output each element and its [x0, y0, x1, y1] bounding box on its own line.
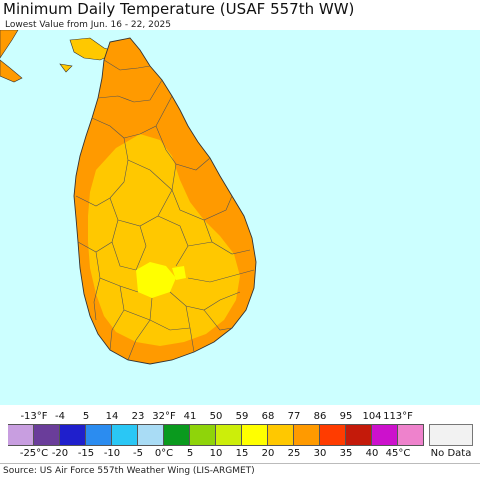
- legend-swatch: [346, 425, 372, 445]
- india-coast-2: [0, 59, 23, 83]
- fahrenheit-tick-label: -13°F: [20, 411, 48, 422]
- map-title: Minimum Daily Temperature (USAF 557th WW…: [3, 0, 355, 18]
- legend-swatch: [242, 425, 268, 445]
- legend-swatch: [372, 425, 398, 445]
- celsius-tick-label: 25: [287, 448, 301, 459]
- mild-zone: [88, 134, 240, 346]
- legend-swatch: [190, 425, 216, 445]
- color-legend: -13°F -4 5 14 23 32°F 41 50 59 68 77 86 95 104 113°F -…: [0, 405, 480, 465]
- celsius-tick-label: 10: [209, 448, 223, 459]
- map-subtitle: Lowest Value from Jun. 16 - 22, 2025: [5, 20, 172, 30]
- celsius-tick-label: -25°C: [19, 448, 49, 459]
- fahrenheit-tick-label: 50: [209, 411, 223, 422]
- fahrenheit-tick-label: 95: [339, 411, 353, 422]
- fahrenheit-tick-label: 5: [82, 411, 90, 422]
- sri-lanka-map: [0, 30, 257, 365]
- celsius-tick-label: 30: [313, 448, 327, 459]
- district-boundaries: [75, 59, 255, 361]
- fahrenheit-tick-label: 23: [131, 411, 145, 422]
- legend-swatch: [34, 425, 60, 445]
- celsius-tick-label: 45°C: [385, 448, 411, 459]
- legend-swatch: [294, 425, 320, 445]
- celsius-tick-label: -15: [77, 448, 95, 459]
- celsius-tick-label: 0°C: [154, 448, 174, 459]
- legend-swatch: [138, 425, 164, 445]
- legend-swatch: [112, 425, 138, 445]
- celsius-tick-label: 40: [365, 448, 379, 459]
- island-small: [59, 63, 73, 73]
- fahrenheit-tick-label: 68: [261, 411, 275, 422]
- celsius-tick-label: -5: [133, 448, 143, 459]
- no-data-swatch: [429, 424, 473, 446]
- fahrenheit-tick-label: 41: [183, 411, 197, 422]
- footer-divider: [0, 463, 480, 464]
- celsius-tick-label: 5: [186, 448, 194, 459]
- no-data-label: No Data: [430, 448, 472, 459]
- highland-spot-2: [172, 266, 186, 280]
- india-coast: [0, 30, 19, 59]
- fahrenheit-tick-label: 86: [313, 411, 327, 422]
- temperature-map: [0, 30, 480, 405]
- legend-swatch: [216, 425, 242, 445]
- legend-swatch: [60, 425, 86, 445]
- legend-swatch: [320, 425, 346, 445]
- fahrenheit-tick-label: 32°F: [152, 411, 176, 422]
- legend-swatch: [86, 425, 112, 445]
- legend-swatch: [164, 425, 190, 445]
- legend-swatch: [8, 425, 34, 445]
- fahrenheit-tick-label: -4: [55, 411, 65, 422]
- highland-cool-spot: [136, 262, 176, 298]
- fahrenheit-tick-label: 14: [105, 411, 119, 422]
- fahrenheit-tick-label: 77: [287, 411, 301, 422]
- fahrenheit-tick-label: 113°F: [383, 411, 413, 422]
- fahrenheit-tick-label: 104: [362, 411, 382, 422]
- celsius-tick-label: -10: [103, 448, 121, 459]
- celsius-tick-label: 20: [261, 448, 275, 459]
- fahrenheit-tick-label: 59: [235, 411, 249, 422]
- legend-swatch: [268, 425, 294, 445]
- celsius-tick-label: -20: [51, 448, 69, 459]
- celsius-tick-label: 35: [339, 448, 353, 459]
- legend-swatch: [398, 425, 424, 445]
- source-credit: Source: US Air Force 557th Weather Wing …: [3, 466, 255, 476]
- celsius-tick-label: 15: [235, 448, 249, 459]
